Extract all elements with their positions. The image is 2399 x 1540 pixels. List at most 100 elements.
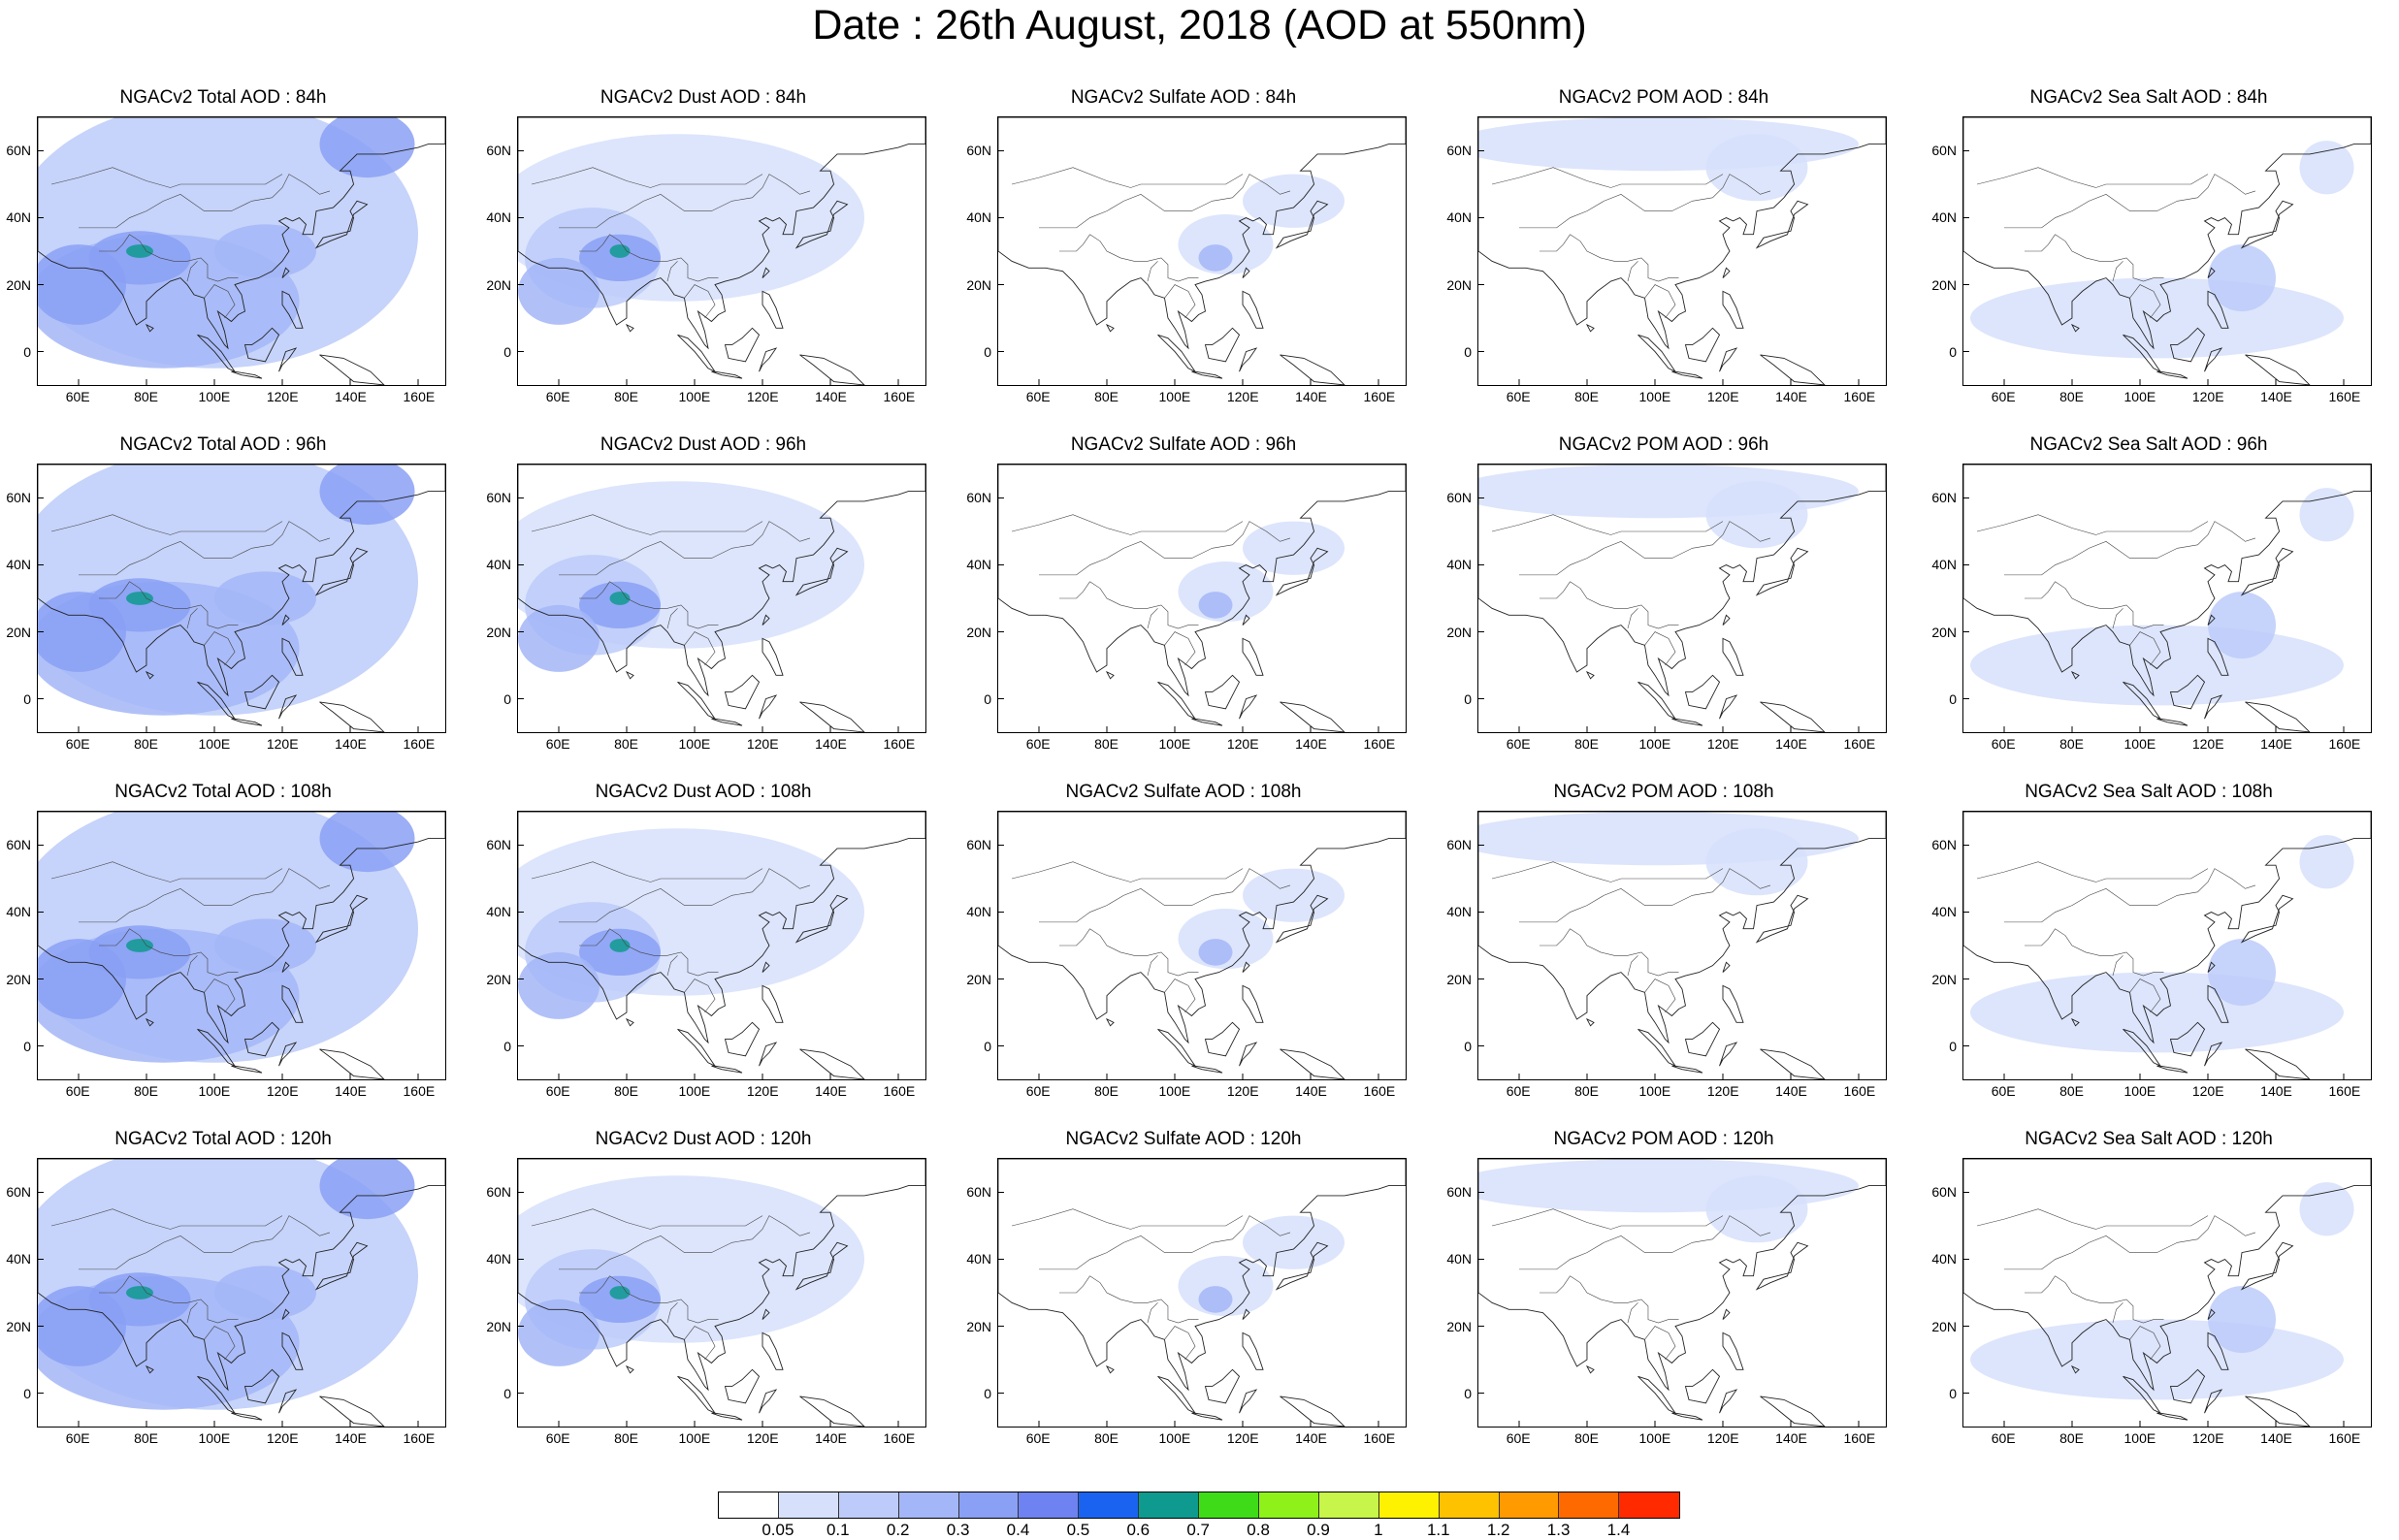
colorbar-box: [838, 1492, 899, 1518]
country-border: [1147, 955, 1158, 977]
colorbar-box: [1499, 1492, 1560, 1518]
map-area: [37, 1158, 446, 1428]
aod-map: [38, 465, 445, 732]
lon-label: 160E: [1363, 1083, 1396, 1099]
island-coastline: [1637, 334, 1677, 373]
lon-label: 120E: [1226, 389, 1259, 404]
island-coastline: [799, 1396, 865, 1427]
country-border: [1570, 234, 1679, 282]
lat-label: 60N: [1931, 489, 1957, 505]
coastline: [38, 812, 445, 1044]
island-coastline: [145, 1364, 154, 1374]
island-coastline: [2169, 327, 2206, 363]
island-coastline: [2156, 1412, 2188, 1421]
island-coastline: [677, 1028, 717, 1068]
panel-title: NGACv2 Dust AOD : 120h: [595, 1129, 812, 1149]
island-coastline: [1242, 1331, 1264, 1370]
colorbar-label: 0.2: [886, 1521, 910, 1539]
island-coastline: [625, 323, 634, 333]
coastline: [38, 117, 445, 350]
colorbar-label: 0.1: [826, 1521, 850, 1539]
country-border: [204, 979, 236, 1013]
lon-label: 80E: [1574, 736, 1599, 752]
colorbar-box: [1559, 1492, 1620, 1518]
island-coastline: [2204, 1042, 2223, 1067]
lon-label: 140E: [1775, 1430, 1807, 1446]
panel-title: NGACv2 Total AOD : 84h: [119, 87, 327, 108]
map-panel: NGACv2 Total AOD : 108h 60N 40N 20N 0 60E 80E 1…: [0, 782, 446, 1102]
lat-label: 40N: [486, 209, 511, 226]
island-coastline: [1280, 354, 1345, 385]
panel-title: NGACv2 Sulfate AOD : 84h: [1070, 87, 1297, 108]
island-coastline: [2156, 718, 2188, 726]
island-coastline: [2207, 267, 2216, 278]
lon-label: 60E: [65, 1430, 90, 1446]
island-coastline: [799, 1048, 865, 1079]
lon-label: 80E: [614, 1083, 638, 1099]
country-border: [1059, 928, 1090, 946]
lat-label: 0: [503, 1386, 511, 1402]
island-coastline: [1637, 681, 1677, 721]
island-coastline: [799, 354, 865, 385]
lat-label: 0: [1464, 1386, 1472, 1402]
lon-label: 140E: [815, 1430, 847, 1446]
island-coastline: [1719, 1389, 1738, 1414]
island-coastline: [145, 1017, 154, 1027]
island-coastline: [1755, 547, 1809, 596]
aod-shading: [1705, 828, 1808, 896]
country-border: [2055, 1275, 2164, 1324]
island-coastline: [1722, 1331, 1744, 1370]
country-border: [1011, 861, 1244, 882]
island-coastline: [281, 961, 290, 973]
island-coastline: [759, 1389, 778, 1414]
lon-label: 60E: [1991, 1430, 2016, 1446]
aod-shading: [1198, 939, 1233, 966]
country-border: [1644, 979, 1676, 1013]
island-coastline: [2240, 1241, 2294, 1291]
island-coastline: [2245, 1048, 2311, 1079]
lat-label: 60N: [1446, 1183, 1472, 1200]
island-coastline: [1722, 290, 1744, 329]
country-border: [1540, 581, 1571, 599]
map-area: [1962, 811, 2372, 1080]
figure-title: Date : 26th August, 2018 (AOD at 550nm): [812, 2, 1587, 48]
lon-label: 120E: [746, 1430, 779, 1446]
lat-label: 0: [1464, 344, 1472, 361]
country-border: [1570, 1275, 1679, 1324]
country-border: [2129, 1326, 2161, 1361]
colorbar-box: [1019, 1492, 1080, 1518]
lat-label: 20N: [966, 624, 991, 640]
colorbar-label: 0.7: [1186, 1521, 1211, 1539]
lon-label: 140E: [1295, 1430, 1327, 1446]
lon-label: 120E: [266, 1083, 299, 1099]
aod-shading: [214, 571, 316, 626]
country-border: [579, 1275, 610, 1294]
map-panel: NGACv2 Dust AOD : 108h 60N 40N 20N 0 60E 80E 10…: [480, 782, 926, 1102]
lon-label: 80E: [2059, 1430, 2084, 1446]
aod-shading: [1243, 1215, 1345, 1269]
aod-map: [1963, 117, 2371, 385]
country-border: [2004, 174, 2256, 229]
aod-map: [998, 117, 1406, 385]
island-coastline: [1585, 323, 1595, 333]
country-border: [1570, 928, 1679, 977]
lat-label: 60N: [6, 142, 31, 158]
country-border: [684, 979, 716, 1013]
lat-label: 0: [23, 1039, 31, 1055]
island-coastline: [314, 1241, 369, 1291]
island-coastline: [145, 323, 154, 333]
island-coastline: [799, 701, 865, 732]
map-area: [517, 116, 926, 386]
lon-label: 120E: [1226, 1430, 1259, 1446]
island-coastline: [231, 718, 263, 726]
lat-label: 20N: [1446, 276, 1472, 293]
country-border: [129, 1275, 239, 1324]
map-area: [1477, 1158, 1887, 1428]
country-border: [1491, 514, 1724, 535]
country-border: [2025, 928, 2056, 946]
lon-label: 120E: [2191, 1430, 2224, 1446]
lon-label: 140E: [815, 1083, 847, 1099]
aod-map: [518, 1159, 925, 1427]
lat-label: 40N: [1446, 904, 1472, 920]
island-coastline: [794, 547, 849, 596]
